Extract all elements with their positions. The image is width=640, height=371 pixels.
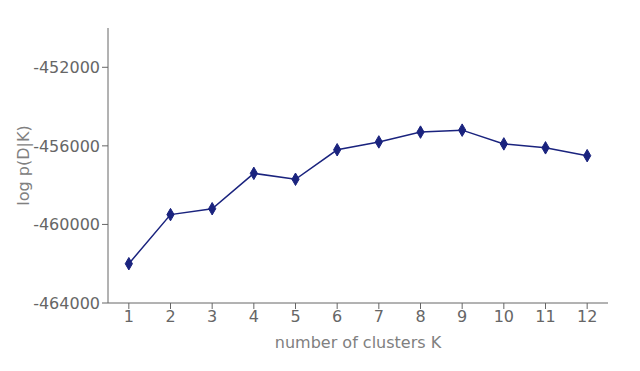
svg-text:-452000: -452000 <box>33 58 100 77</box>
svg-text:1: 1 <box>124 307 134 326</box>
svg-text:6: 6 <box>332 307 342 326</box>
svg-text:7: 7 <box>374 307 384 326</box>
svg-text:-456000: -456000 <box>33 137 100 156</box>
svg-text:-460000: -460000 <box>33 215 100 234</box>
svg-text:5: 5 <box>290 307 300 326</box>
svg-text:log p(D|K): log p(D|K) <box>14 125 33 205</box>
svg-text:-464000: -464000 <box>33 294 100 313</box>
svg-text:3: 3 <box>207 307 217 326</box>
svg-text:number of clusters K: number of clusters K <box>275 333 442 352</box>
svg-text:4: 4 <box>249 307 259 326</box>
svg-text:2: 2 <box>165 307 175 326</box>
svg-text:12: 12 <box>577 307 597 326</box>
svg-text:11: 11 <box>535 307 555 326</box>
svg-text:9: 9 <box>457 307 467 326</box>
svg-text:8: 8 <box>415 307 425 326</box>
svg-text:10: 10 <box>494 307 514 326</box>
